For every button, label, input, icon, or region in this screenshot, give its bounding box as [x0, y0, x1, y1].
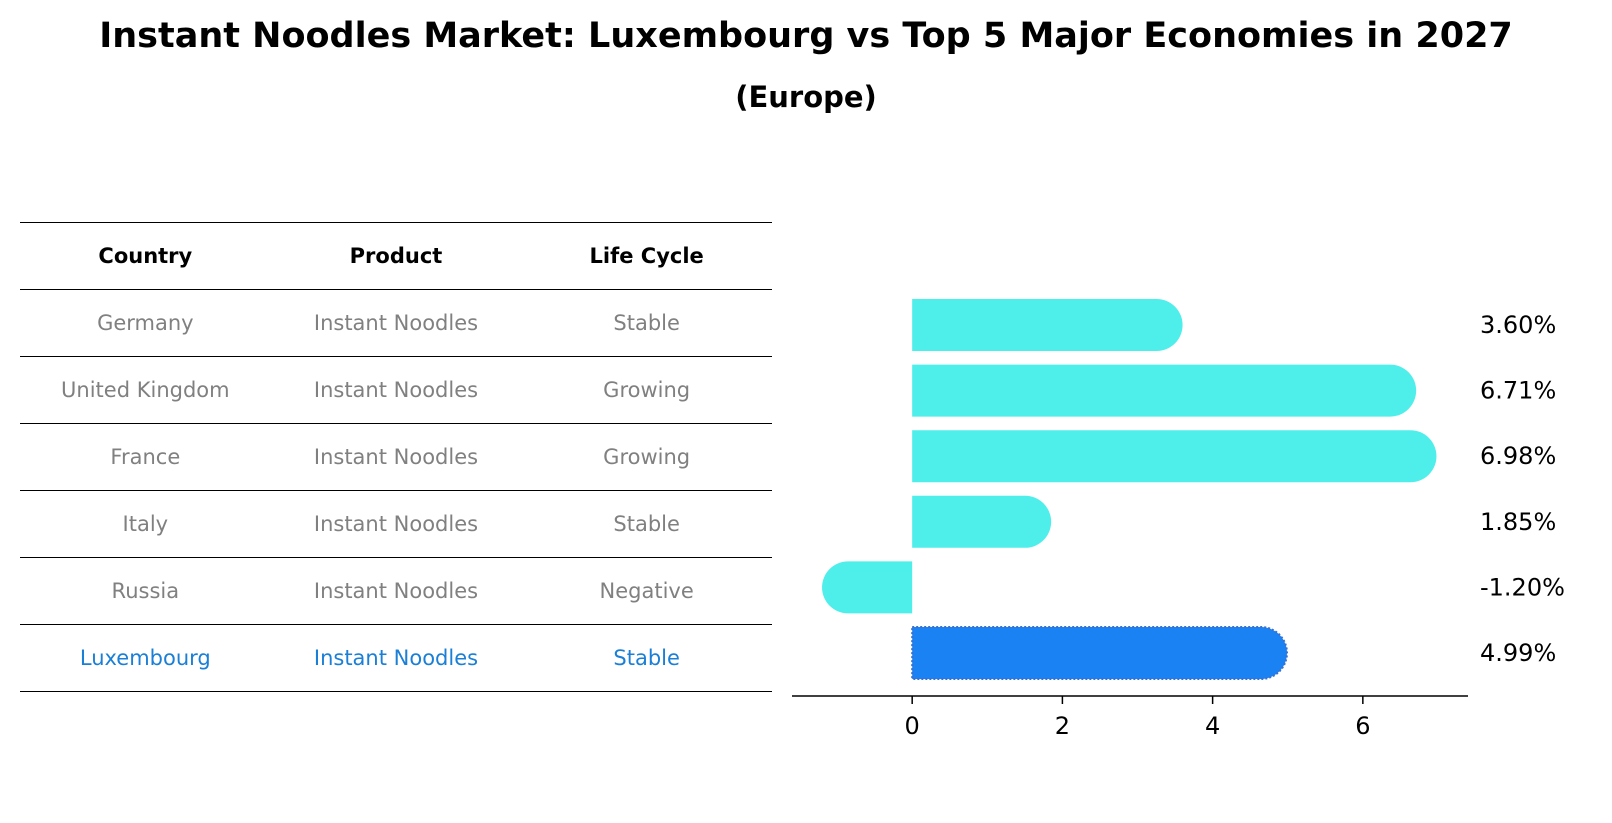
country-cell: United Kingdom: [20, 356, 271, 424]
value-label: 1.85%: [1480, 508, 1556, 536]
product-cell: Instant Noodles: [270, 490, 522, 558]
life-cycle-cell: Stable: [521, 490, 772, 558]
product-cell: Instant Noodles: [270, 624, 522, 692]
country-cell: Luxembourg: [20, 624, 271, 692]
product-cell: Instant Noodles: [270, 557, 522, 625]
product-cell: Instant Noodles: [270, 356, 522, 424]
country-cell: Germany: [20, 289, 271, 357]
x-tick-label: 4: [1205, 712, 1220, 740]
x-tick-label: 6: [1355, 712, 1370, 740]
bar: [912, 495, 1052, 548]
value-label: 6.71%: [1480, 377, 1556, 405]
bar: [912, 299, 1183, 351]
table-header-row: Country Product Life Cycle: [20, 222, 772, 290]
life-cycle-cell: Negative: [521, 557, 772, 625]
bar: [912, 364, 1417, 417]
table-row: Germany Instant Noodles Stable: [20, 289, 772, 357]
life-cycle-cell: Growing: [521, 423, 772, 491]
product-cell: Instant Noodles: [270, 289, 522, 357]
x-tick-label: 0: [905, 712, 920, 740]
bar-highlighted: [911, 626, 1288, 680]
life-cycle-cell: Stable: [521, 624, 772, 692]
bar: [822, 561, 913, 614]
table-row: Italy Instant Noodles Stable: [20, 490, 772, 558]
comparison-table: Country Product Life Cycle Germany Insta…: [20, 222, 772, 692]
x-tick-label: 2: [1055, 712, 1070, 740]
life-cycle-cell: Growing: [521, 356, 772, 424]
value-label: 4.99%: [1480, 639, 1556, 667]
value-label: 3.60%: [1480, 311, 1556, 339]
value-label: -1.20%: [1480, 573, 1565, 601]
column-header-country: Country: [20, 222, 271, 290]
country-cell: France: [20, 423, 271, 491]
chart-title: Instant Noodles Market: Luxembourg vs To…: [99, 16, 1513, 56]
country-cell: Russia: [20, 557, 271, 625]
chart-subtitle: (Europe): [735, 80, 877, 114]
table-row: United Kingdom Instant Noodles Growing: [20, 356, 772, 424]
table-row: France Instant Noodles Growing: [20, 423, 772, 491]
bar: [912, 430, 1437, 483]
value-label: 6.98%: [1480, 442, 1556, 470]
column-header-product: Product: [270, 222, 522, 290]
table-row-highlighted: Luxembourg Instant Noodles Stable: [20, 624, 772, 692]
column-header-life-cycle: Life Cycle: [521, 222, 772, 290]
life-cycle-cell: Stable: [521, 289, 772, 357]
table-row: Russia Instant Noodles Negative: [20, 557, 772, 625]
country-cell: Italy: [20, 490, 271, 558]
product-cell: Instant Noodles: [270, 423, 522, 491]
